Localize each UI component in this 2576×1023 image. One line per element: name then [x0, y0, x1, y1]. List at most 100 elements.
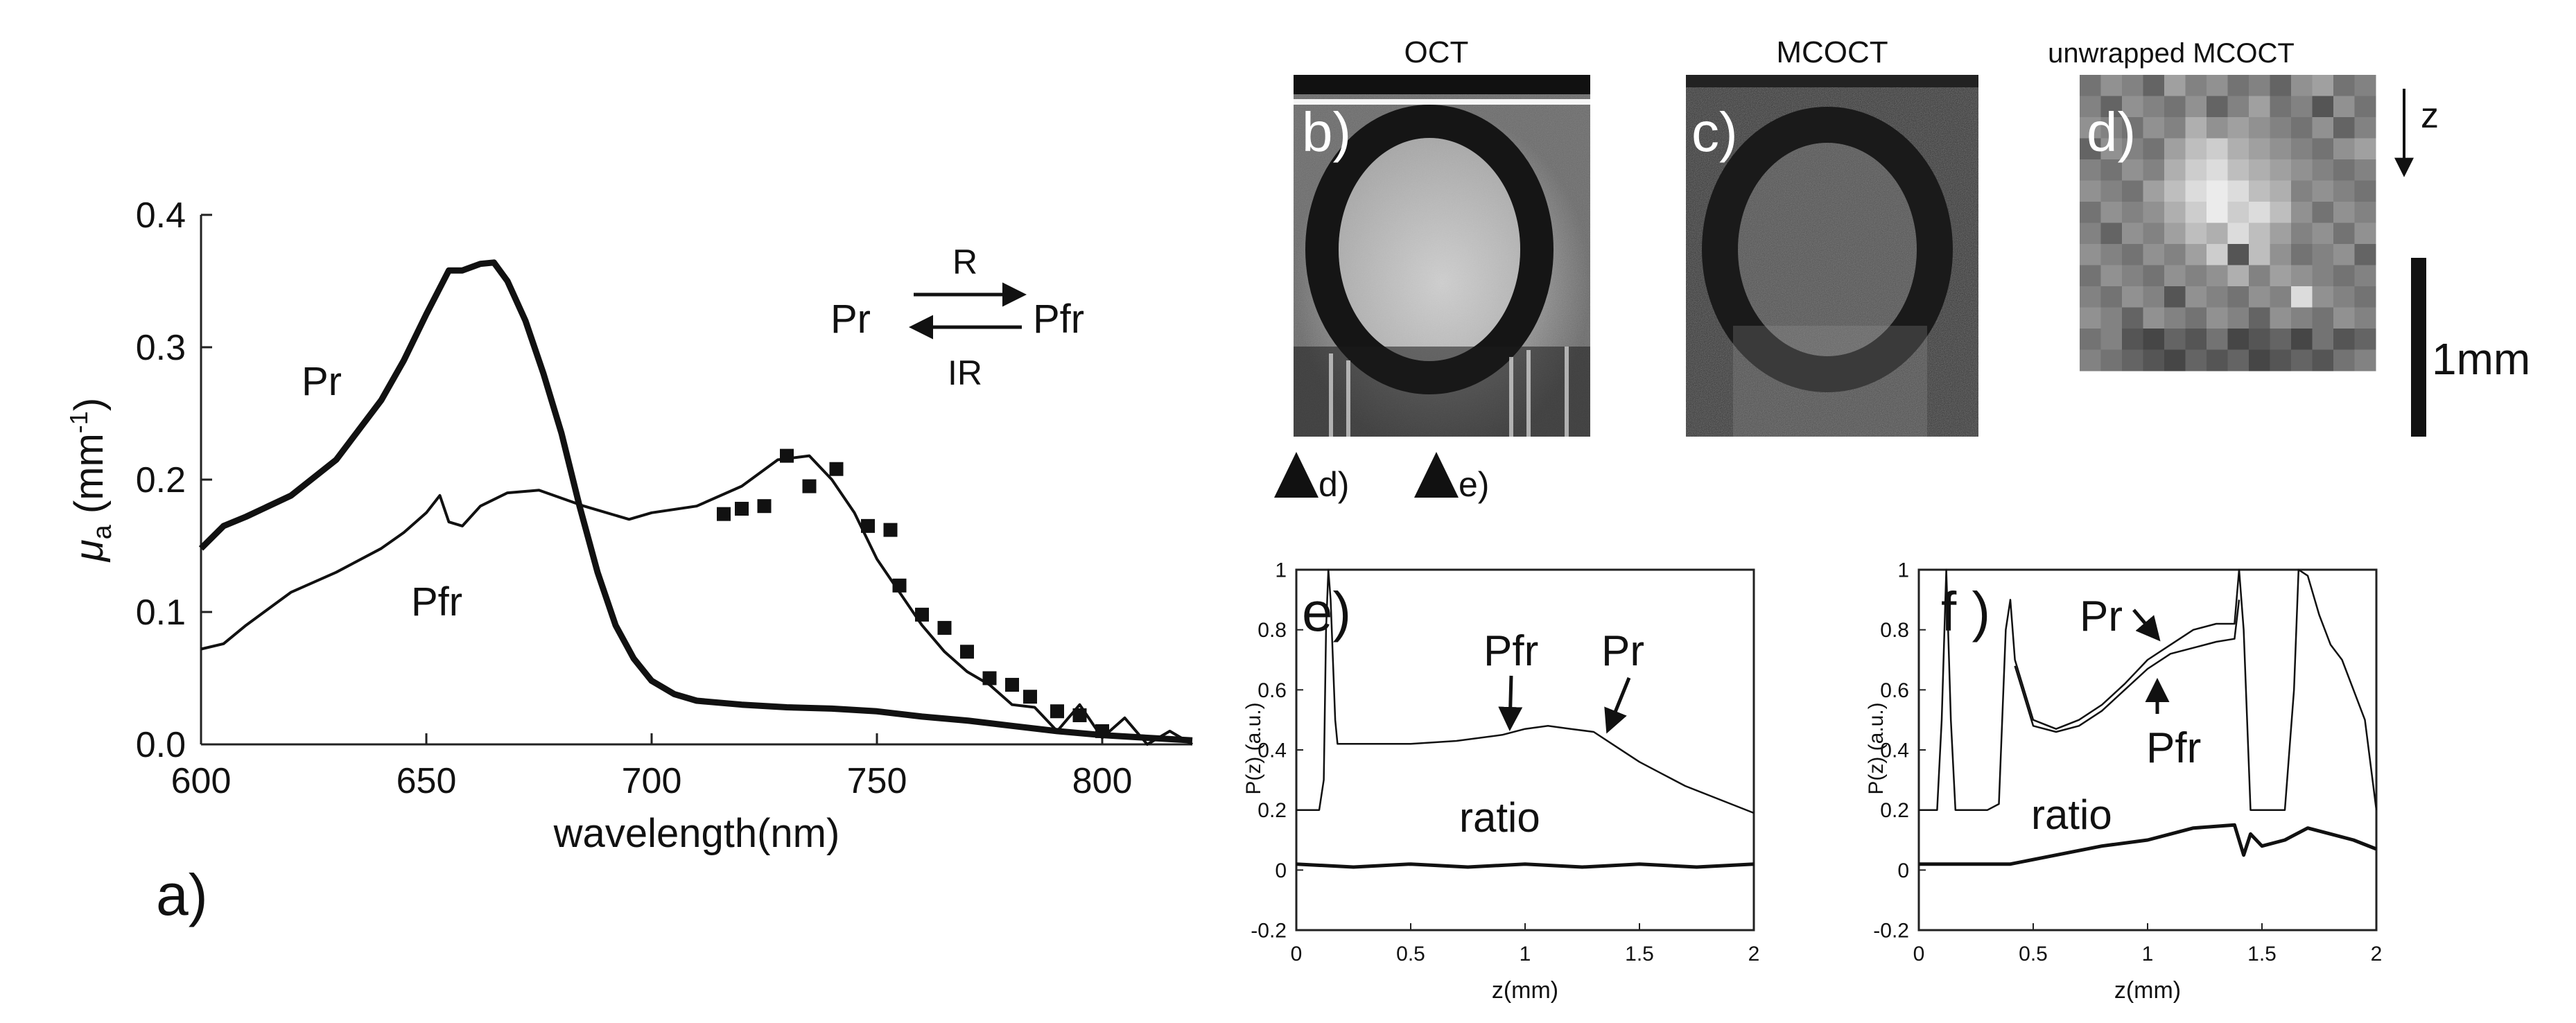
series-line-Pr — [198, 259, 1193, 744]
series-line-Pfr — [200, 454, 1194, 746]
pixel-cell — [2291, 222, 2313, 245]
pixel-cell — [2185, 117, 2207, 139]
pixel-cell — [2270, 138, 2292, 160]
pixel-cell — [2333, 180, 2355, 202]
series-line-signal — [1296, 568, 1755, 814]
series-line-signal-1 — [1919, 568, 2378, 811]
pixel-cell — [2227, 202, 2249, 223]
panel-c-lower-band — [1733, 326, 1927, 437]
pixel-cell — [2207, 244, 2228, 265]
pixel-cell — [2143, 96, 2165, 118]
pixel-cell — [2227, 265, 2249, 287]
panel-a-reaction-top: R — [952, 243, 977, 281]
pixel-cell — [2270, 222, 2292, 245]
pixel-cell — [2227, 96, 2249, 118]
panel-a-ylabel-unit: (mm — [67, 433, 112, 525]
y-tick-label: 0.6 — [1880, 679, 1909, 702]
y-tick-label: -0.2 — [1873, 920, 1909, 943]
panel-e-series — [1296, 568, 1755, 869]
pixel-cell — [2164, 222, 2186, 245]
pixel-cell — [2270, 286, 2292, 308]
panel-b-capillary-interior — [1339, 138, 1520, 361]
marker-d-arrow-icon — [1274, 452, 1319, 498]
data-point-measured — [960, 645, 974, 659]
y-tick-label: 0.0 — [136, 725, 186, 765]
pixel-cell — [2185, 329, 2207, 350]
data-point-measured — [780, 448, 794, 463]
pixel-cell — [2333, 138, 2355, 160]
pixel-cell — [2354, 96, 2376, 118]
pixel-cell — [2227, 329, 2249, 350]
y-tick-label: 0.1 — [136, 593, 186, 633]
data-point-measured — [802, 479, 817, 493]
pixel-cell — [2249, 159, 2270, 181]
pixel-cell — [2143, 307, 2165, 329]
pixel-cell — [2354, 222, 2376, 245]
pixel-cell — [2164, 159, 2186, 181]
pixel-cell — [2207, 349, 2228, 371]
panel-e-ratio-label: ratio — [1459, 794, 1540, 841]
pixel-cell — [2249, 286, 2270, 308]
pixel-cell — [2122, 349, 2143, 371]
pixel-cell — [2164, 329, 2186, 350]
panel-b-lower-shadow — [1294, 347, 1590, 437]
y-tick-label: 0.6 — [1257, 679, 1287, 702]
pixel-cell — [2333, 349, 2355, 371]
pixel-cell — [2249, 349, 2270, 371]
pixel-cell — [2100, 349, 2123, 371]
pixel-cell — [2100, 222, 2123, 245]
panel-e-pr-label: Pr — [1601, 627, 1644, 675]
data-point-measured — [861, 518, 875, 533]
data-point-measured — [883, 523, 898, 537]
pixel-cell — [2354, 117, 2376, 139]
pixel-cell — [2291, 329, 2313, 350]
pixel-cell — [2227, 286, 2249, 308]
pixel-cell — [2354, 349, 2376, 371]
pixel-cell — [2312, 117, 2334, 139]
pixel-cell — [2227, 349, 2249, 371]
y-tick-label: 0.2 — [136, 460, 186, 500]
pixel-cell — [2143, 180, 2165, 202]
data-point-measured — [735, 502, 749, 516]
pixel-cell — [2143, 159, 2165, 181]
panel-a-ylabel-close: ) — [67, 398, 112, 411]
pixel-cell — [2122, 222, 2143, 245]
pixel-cell — [2122, 202, 2143, 223]
pixel-cell — [2122, 265, 2143, 287]
panel-f-ticks: 0 0.5 1 1.5 2-0.200.20.40.60.81 — [1873, 559, 2382, 966]
y-tick-label: 0 — [1275, 859, 1287, 882]
pixel-cell — [2122, 286, 2143, 308]
panel-f-series — [1919, 568, 2378, 866]
pixel-cell — [2122, 75, 2143, 96]
pixel-cell — [2207, 96, 2228, 118]
pixel-cell — [2333, 307, 2355, 329]
pixel-cell — [2333, 159, 2355, 181]
panel-f-pfr-label: Pfr — [2146, 724, 2201, 772]
pixel-cell — [2354, 159, 2376, 181]
pixel-cell — [2143, 349, 2165, 371]
pixel-cell — [2143, 138, 2165, 160]
pixel-cell — [2291, 180, 2313, 202]
pixel-cell — [2164, 96, 2186, 118]
y-tick-label: 0.4 — [1257, 740, 1287, 762]
series-line-signal-2 — [2014, 600, 2240, 733]
marker-e-label: e) — [1459, 465, 1489, 504]
panel-e-depth-profile-chart: 0 0.5 1 1.5 2-0.200.20.40.60.81 z(mm) P(z) (… — [1242, 559, 1759, 1004]
pixel-cell — [2291, 244, 2313, 265]
panel-a-xlabel: wavelength(nm) — [553, 811, 840, 856]
pixel-cell — [2354, 265, 2376, 287]
pixel-cell — [2080, 222, 2101, 245]
data-point-measured — [1023, 690, 1037, 704]
panel-f-panel-label: f ) — [1941, 581, 1990, 642]
panel-e-pfr-arrow — [1498, 675, 1523, 731]
pixel-cell — [2143, 222, 2165, 245]
data-point-measured — [1095, 724, 1109, 738]
pixel-cell — [2164, 265, 2186, 287]
pixel-cell — [2080, 202, 2101, 223]
x-tick-label: 0.5 — [1396, 943, 1425, 965]
pixel-cell — [2354, 307, 2376, 329]
x-tick-label: 800 — [1072, 761, 1133, 801]
panel-e-plot-frame — [1295, 568, 1755, 932]
pixel-cell — [2270, 265, 2292, 287]
